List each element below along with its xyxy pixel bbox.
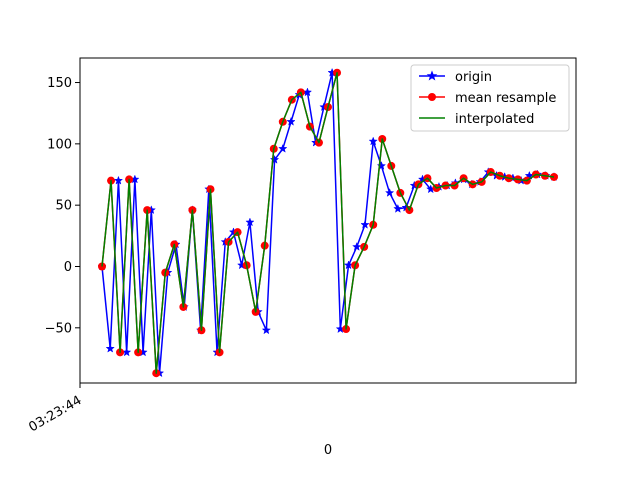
data-point-origin — [278, 143, 288, 153]
y-tick-label: 100 — [47, 137, 72, 152]
plot-frame — [79, 57, 577, 384]
data-point-origin — [376, 161, 387, 170]
series-line-interpolated — [101, 71, 555, 374]
data-point-origin — [286, 116, 296, 126]
y-tick-label: 150 — [47, 76, 72, 91]
legend-label-mean-resample: mean resample — [455, 91, 556, 106]
y-tick-label: −50 — [45, 321, 72, 336]
data-point-origin — [105, 343, 115, 353]
y-tick-label: 0 — [64, 260, 72, 275]
legend-entry-interpolated: interpolated — [419, 112, 534, 127]
legend-label-origin: origin — [455, 70, 492, 85]
data-point-origin — [245, 217, 255, 227]
legend-box — [410, 64, 570, 132]
legend-label-interpolated: interpolated — [455, 112, 534, 127]
legend-entry-origin: origin — [419, 70, 492, 85]
y-tick-label: 50 — [55, 199, 72, 214]
legend: origin mean resample interpolated — [410, 64, 570, 132]
data-point-origin — [269, 154, 280, 164]
data-point-mean-resample — [98, 262, 106, 271]
data-point-origin — [393, 203, 403, 213]
data-point-origin — [113, 175, 124, 185]
legend-marker-mean-resample — [428, 93, 436, 101]
data-point-origin — [261, 325, 272, 335]
data-point-origin — [384, 187, 395, 197]
x-axis-label: 0 — [324, 443, 332, 458]
data-point-origin — [368, 136, 378, 146]
data-point-origin — [360, 219, 370, 229]
legend-marker-origin — [426, 70, 438, 81]
data-point-origin — [352, 241, 362, 251]
series-layer — [97, 67, 559, 378]
y-axis: −50 0 50 100 150 — [45, 76, 80, 336]
data-point-mean-resample — [550, 172, 558, 181]
legend-entry-mean-resample: mean resample — [419, 91, 556, 106]
